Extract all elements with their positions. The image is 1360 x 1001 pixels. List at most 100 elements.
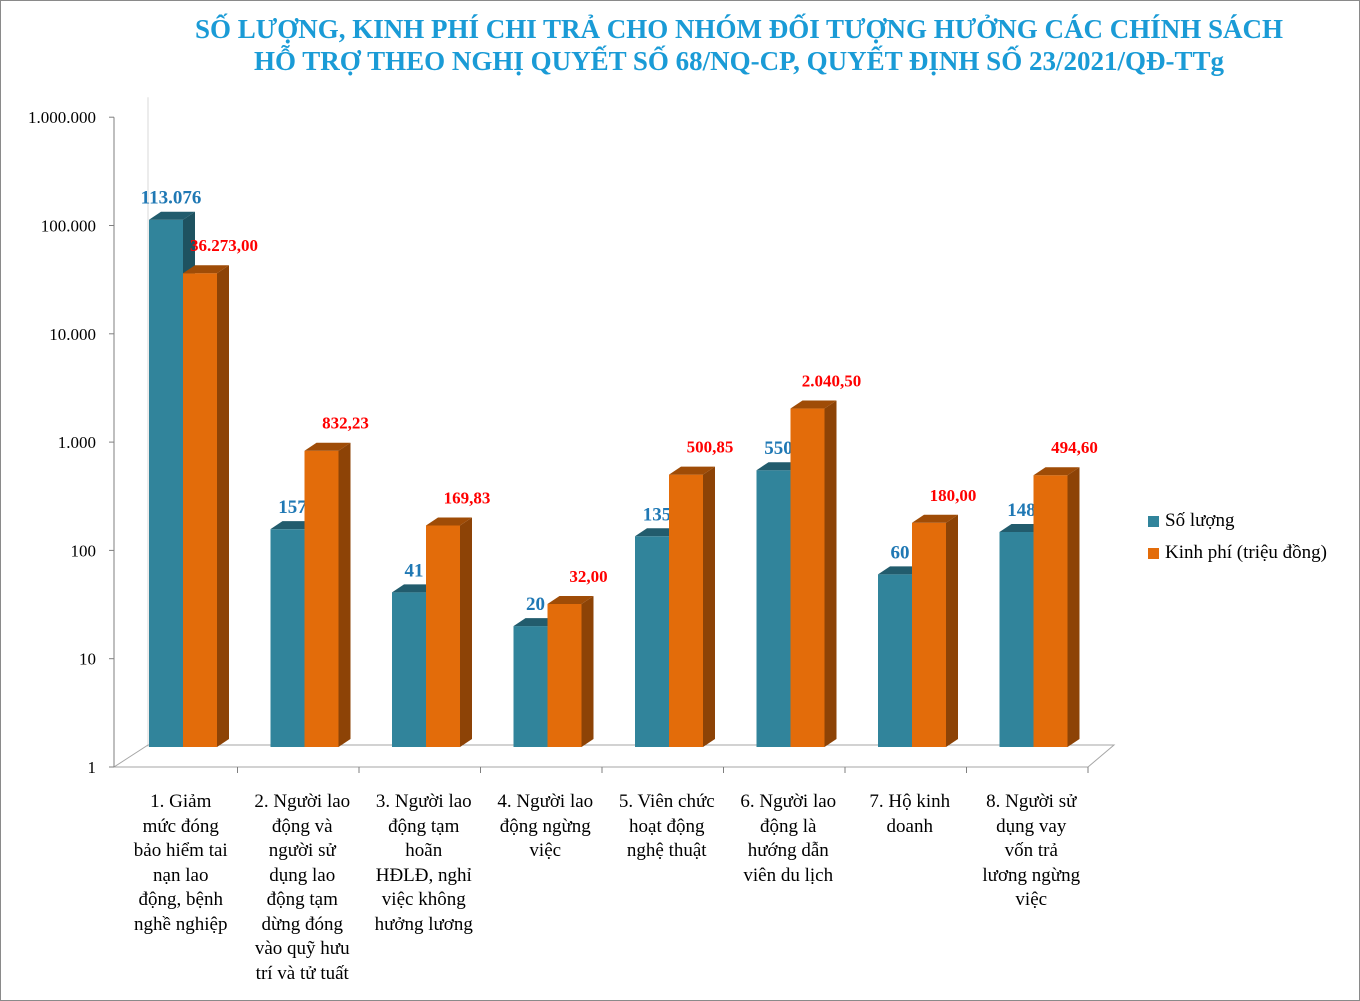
category-label-line: dừng đóng [261,913,344,935]
bar-series-1 [999,531,1034,747]
y-tick-label: 100 [71,541,97,560]
bar-side-2 [338,442,351,747]
data-label-series-1: 157 [278,497,307,518]
data-label-series-1: 550 [764,438,793,459]
category-label: 4. Người lao động ngừng việc [486,790,604,864]
bar-series-2 [912,522,946,747]
bar-side-2 [824,400,837,747]
legend-label-series-2: Kinh phí (triệu đồng) [1165,542,1328,563]
category-label-line: việc không [381,889,466,910]
category-label-line: 7. Hộ kinh [869,791,951,812]
category-label-line: lương ngừng [982,864,1081,886]
data-label-series-2: 36.273,00 [190,236,258,255]
category-label-line: 3. Người lao [375,791,472,812]
data-label-series-2: 169,83 [444,488,491,507]
category-label-line: hoạt động [629,815,705,837]
bar-series-1 [878,574,912,747]
category-label: 2. Người lao động và người sử dụng lao động … [243,790,361,986]
bar-top-2 [1033,467,1080,476]
y-tick-label: 1.000 [58,433,96,452]
legend-swatch-series-2 [1148,548,1159,560]
category-label-line: 8. Người sử [986,791,1077,812]
bar-series-1 [756,470,791,747]
chart-title-line-2: HỖ TRỢ THEO NGHỊ QUYẾT SỐ 68/NQ-CP, QUYẾ… [254,46,1224,76]
category-label: 1. Giảm mức đóng bảo hiểm tai nạn lao động, … [122,790,240,937]
category-label-line: hoãn [405,840,443,861]
category-label-line: hướng dẫn [747,840,829,861]
category-label-line: doanh [886,815,933,837]
category-label-line: động và [271,815,333,837]
category-label-line: việc [1015,889,1048,910]
bar-top-2 [547,595,594,604]
data-label-series-2: 2.040,50 [802,372,862,391]
category-label-line: bảo hiểm tai [133,840,228,861]
chart-title-line-1: SỐ LƯỢNG, KINH PHÍ CHI TRẢ CHO NHÓM ĐỐI … [194,14,1284,44]
category-label-line: trí và tử tuất [255,962,349,984]
legend-swatch-series-1 [1148,516,1159,528]
data-label-series-2: 832,23 [322,414,369,433]
category-label-line: dụng lao [269,864,336,886]
y-tick-label: 10.000 [49,325,96,344]
category-label-line: vốn trả [1004,840,1058,861]
category-label: 3. Người lao động tạm hoãn HĐLĐ, nghỉ việc k… [365,790,483,937]
category-label-line: người sử [268,840,336,861]
bar-side-2 [1067,467,1080,747]
category-label: 7. Hộ kinh doanh [851,790,969,839]
chart-floor [112,744,1116,768]
category-label-line: 6. Người lao [740,791,837,812]
legend-item-series-2: Kinh phí (triệu đồng) [1148,542,1327,564]
data-label-series-2: 500,85 [687,438,734,457]
bar-top-2 [790,400,837,409]
bar-top-2 [183,265,229,274]
bar-series-2 [669,474,703,747]
bar-series-1 [149,219,183,748]
bar-top-2 [669,466,715,475]
y-tick-label: 10 [79,650,96,669]
category-label: 8. Người sử dụng vay vốn trả lương ngừng việ… [972,790,1090,913]
data-label-series-1: 20 [526,594,545,615]
bar-top-2 [912,514,958,523]
data-label-series-1: 41 [405,560,424,581]
data-label-series-1: 60 [891,542,910,563]
category-label-line: vào quỹ hưu [254,938,350,959]
bar-series-1 [513,626,548,747]
bar-series-1 [635,536,669,747]
category-label-line: động, bệnh [138,889,223,910]
category-label-line: hưởng lương [374,913,473,935]
bar-side-2 [581,595,594,747]
category-label-line: dụng vay [996,815,1067,837]
bar-series-2 [1033,475,1068,747]
category-label-line: động là [760,815,817,837]
category-label-line: 2. Người lao [254,791,351,812]
y-tick-label: 1 [88,758,97,777]
data-label-series-2: 32,00 [569,567,607,586]
bar-top-2 [304,442,351,451]
category-label-line: HĐLĐ, nghỉ [375,864,472,886]
category-label-line: việc [529,840,562,861]
bar-series-2 [304,450,339,747]
category-label: 5. Viên chức hoạt động nghệ thuật [608,790,726,864]
y-tick-label: 1.000.000 [28,108,96,127]
data-label-series-2: 494,60 [1051,438,1098,457]
bar-series-2 [426,525,460,747]
bar-series-2 [790,408,825,747]
bar-series-2 [547,603,582,747]
category-label-line: động ngừng [499,815,591,837]
bar-series-1 [392,592,426,747]
category-label: 6. Người lao động là hướng dẫn viên du lịch [729,790,847,888]
category-label-line: nạn lao [153,864,209,886]
bar-series-2 [183,273,217,747]
bar-series-1 [270,529,305,747]
bar-top-2 [426,517,472,526]
category-label-line: viên du lịch [743,864,834,886]
category-label-line: động tạm [266,889,338,910]
legend-label-series-1: Số lượng [1165,510,1235,531]
bar-side-2 [217,265,229,747]
category-label-line: nghề nghiệp [134,913,228,935]
data-label-series-1: 135 [643,504,672,525]
category-label-line: mức đóng [142,815,219,837]
data-label-series-1: 113.076 [141,188,202,209]
y-tick-label: 100.000 [41,217,96,236]
category-label-line: 5. Viên chức [618,791,715,812]
